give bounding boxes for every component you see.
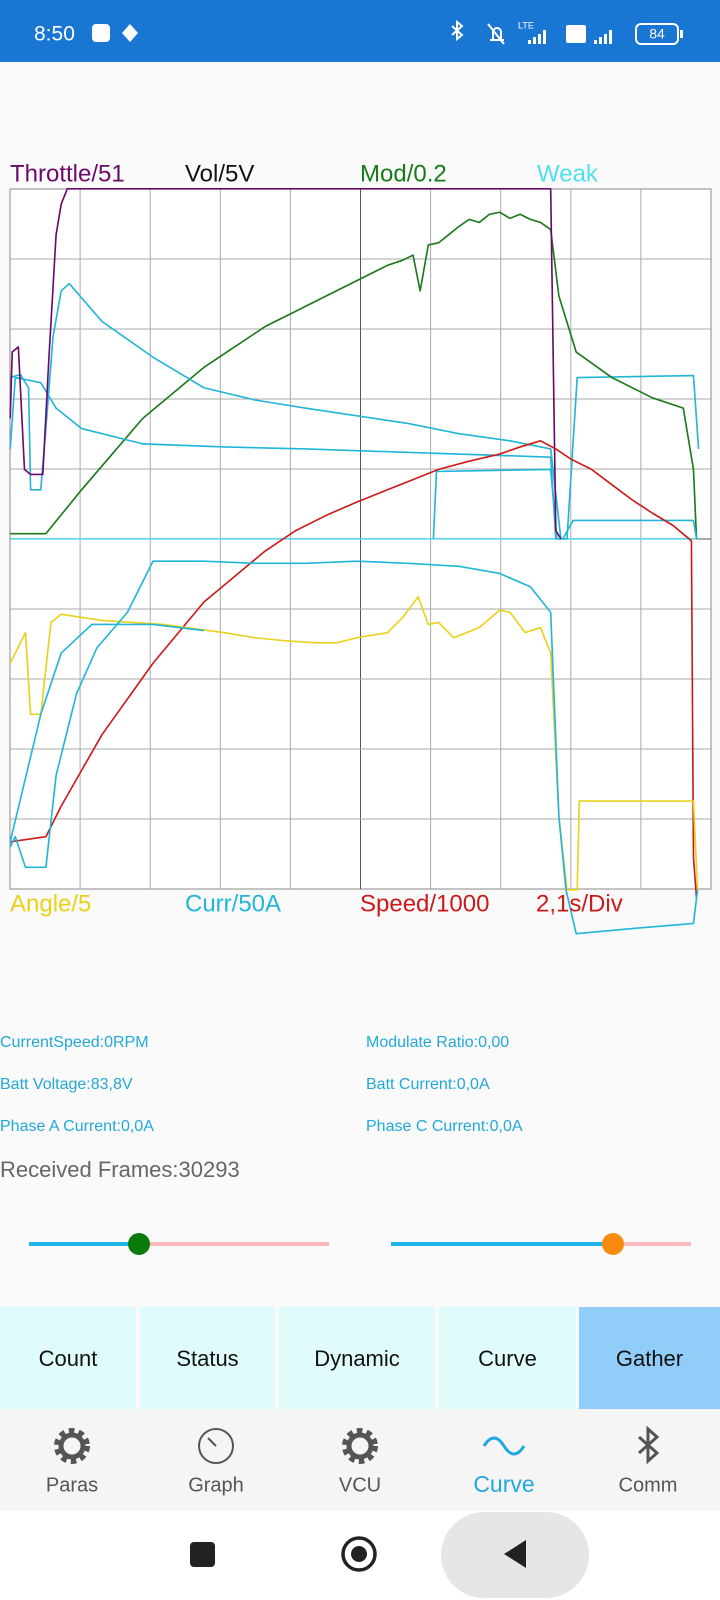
volte-icon bbox=[566, 25, 586, 43]
tab-background bbox=[279, 1307, 435, 1409]
frames-counter: Received Frames:30293 bbox=[0, 1157, 240, 1182]
notification-icon bbox=[122, 24, 138, 42]
signal-icon bbox=[594, 30, 612, 44]
scope-traces bbox=[9, 187, 700, 935]
nav-label: Paras bbox=[46, 1474, 98, 1496]
tab[interactable]: Count bbox=[0, 1307, 136, 1409]
tab-background bbox=[579, 1307, 720, 1409]
signal-icon bbox=[528, 30, 546, 44]
curr-trace bbox=[9, 282, 562, 539]
tab-label: Curve bbox=[478, 1346, 537, 1371]
curr-trace bbox=[9, 376, 698, 540]
nav-item[interactable]: VCU bbox=[339, 1428, 381, 1496]
nav-label: Graph bbox=[188, 1474, 244, 1496]
tab-background bbox=[0, 1307, 136, 1409]
slider-thumb[interactable] bbox=[128, 1233, 150, 1255]
readout: Phase C Current:0,0A bbox=[366, 1118, 523, 1135]
status-bar bbox=[0, 0, 720, 62]
nav-item[interactable]: Curve bbox=[473, 1436, 535, 1497]
slider[interactable] bbox=[391, 1233, 691, 1255]
wave-icon bbox=[482, 1436, 526, 1456]
network-label: LTE bbox=[518, 20, 534, 30]
slider-thumb[interactable] bbox=[602, 1233, 624, 1255]
readout: Batt Voltage:83,8V bbox=[0, 1076, 133, 1093]
bluetooth-icon bbox=[638, 1425, 660, 1465]
battery-icon bbox=[635, 23, 679, 45]
battery-level: 84 bbox=[649, 26, 665, 42]
readout: Batt Current:0,0A bbox=[366, 1076, 490, 1093]
tab-label: Status bbox=[176, 1346, 238, 1371]
gear-icon bbox=[346, 1432, 374, 1460]
nav-label: VCU bbox=[339, 1474, 381, 1496]
tab[interactable]: Curve bbox=[439, 1307, 576, 1409]
tab[interactable]: Gather bbox=[579, 1307, 720, 1409]
nav-item[interactable]: Paras bbox=[46, 1428, 98, 1496]
tab-label: Count bbox=[39, 1346, 98, 1371]
tab[interactable]: Dynamic bbox=[279, 1307, 435, 1409]
gear-icon bbox=[58, 1432, 86, 1460]
bluetooth-icon bbox=[451, 19, 464, 42]
speed-trace bbox=[10, 439, 698, 899]
mod-trace bbox=[10, 211, 698, 539]
battery-tip bbox=[680, 30, 683, 38]
tab-background bbox=[140, 1307, 275, 1409]
scope-label: Throttle/51 bbox=[10, 160, 125, 187]
scope-label: 2,1s/Div bbox=[536, 890, 623, 917]
tab-label: Gather bbox=[616, 1346, 683, 1371]
scope-label: Weak bbox=[537, 160, 599, 187]
clock: 8:50 bbox=[34, 23, 75, 46]
gear-icon bbox=[342, 1428, 378, 1464]
scope-label: Speed/1000 bbox=[360, 890, 489, 917]
tab-label: Dynamic bbox=[314, 1346, 400, 1371]
gauge-icon bbox=[198, 1428, 234, 1464]
scope-label: Angle/5 bbox=[10, 890, 91, 917]
curr-trace bbox=[9, 623, 205, 843]
readout: Phase A Current:0,0A bbox=[0, 1118, 154, 1135]
recents-button[interactable] bbox=[190, 1542, 215, 1567]
scope-label: Vol/5V bbox=[185, 160, 254, 187]
nav-label: Comm bbox=[619, 1474, 678, 1496]
notification-icon bbox=[92, 24, 110, 42]
home-button-dot bbox=[351, 1546, 367, 1562]
scope-label: Curr/50A bbox=[185, 890, 281, 917]
home-button[interactable] bbox=[341, 1536, 377, 1572]
tab[interactable]: Status bbox=[140, 1307, 275, 1409]
readout: CurrentSpeed:0RPM bbox=[0, 1034, 149, 1051]
slider[interactable] bbox=[29, 1233, 329, 1255]
nav-item[interactable]: Graph bbox=[188, 1428, 244, 1496]
nav-label: Curve bbox=[473, 1471, 534, 1497]
mute-icon bbox=[487, 23, 505, 45]
tab-background bbox=[439, 1307, 576, 1409]
back-button[interactable] bbox=[504, 1540, 526, 1568]
curr-trace bbox=[9, 560, 699, 935]
nav-item[interactable]: Comm bbox=[619, 1425, 678, 1496]
gear-icon bbox=[54, 1428, 90, 1464]
readout: Modulate Ratio:0,00 bbox=[366, 1034, 509, 1051]
gauge-needle bbox=[207, 1437, 217, 1447]
scope-label: Mod/0.2 bbox=[360, 160, 447, 187]
throttle-trace bbox=[9, 187, 562, 540]
